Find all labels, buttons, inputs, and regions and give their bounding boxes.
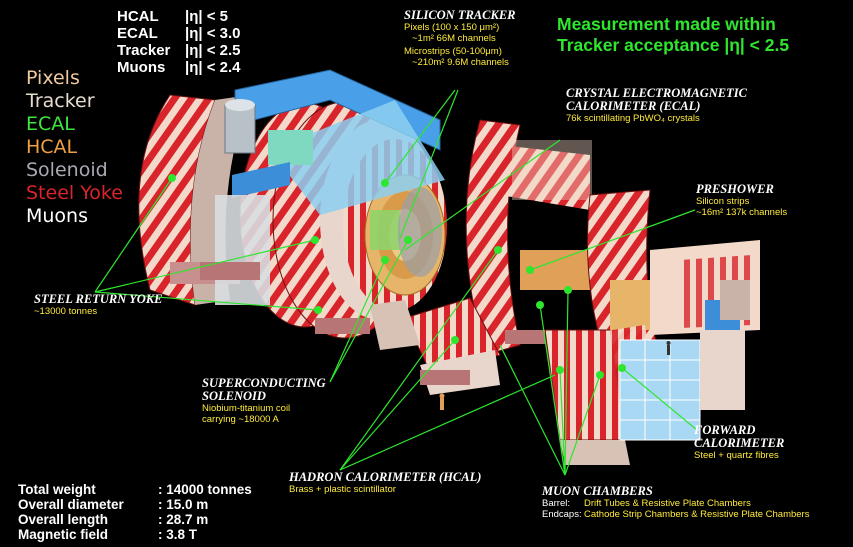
hcal-label: HADRON CALORIMETER (HCAL) Brass + plasti… xyxy=(289,470,482,496)
legend-item-tracker: Tracker xyxy=(26,90,95,112)
person-figures xyxy=(439,341,671,410)
muon-barrel-line: Barrel: Drift Tubes & Resistive Plate Cha… xyxy=(542,498,751,509)
steel-yoke-label: STEEL RETURN YOKE ~13000 tonnes xyxy=(34,292,163,318)
spec-row: Total weight: 14000 tonnes xyxy=(18,482,252,497)
acceptance-row: Tracker |η| < 2.5 xyxy=(117,42,241,59)
legend-item-pixels: Pixels xyxy=(26,67,80,89)
acceptance-table: HCAL |η| < 5 ECAL |η| < 3.0 Tracker |η| < 2… xyxy=(117,8,241,76)
legend-item-muons: Muons xyxy=(26,205,89,227)
muon-chambers-label: MUON CHAMBERS Barrel: Drift Tubes & Resis… xyxy=(542,484,810,521)
central-barrel xyxy=(364,174,446,296)
detector-specs: Total weight: 14000 tonnes Overall diame… xyxy=(18,482,252,542)
callout-lines xyxy=(94,89,698,476)
legend-item-steel-yoke: Steel Yoke xyxy=(26,182,123,204)
spec-row: Magnetic field: 3.8 T xyxy=(18,527,198,542)
legend-item-solenoid: Solenoid xyxy=(26,159,108,181)
acceptance-row: HCAL |η| < 5 xyxy=(117,8,228,25)
preshower-label: PRESHOWER Silicon strips ~16m² 137k chan… xyxy=(696,182,788,219)
color-legend: Pixels Tracker ECAL HCAL Solenoid Steel … xyxy=(26,67,123,228)
muon-endcap-line: Endcaps: Cathode Strip Chambers & Resisti… xyxy=(542,509,810,520)
legend-item-hcal: HCAL xyxy=(26,136,78,158)
ecal-label: CRYSTAL ELECTROMAGNETIC CALORIMETER (ECA… xyxy=(566,86,747,125)
forward-calorimeter-label: FORWARD CALORIMETER Steel + quartz fibre… xyxy=(694,423,785,462)
legend-item-ecal: ECAL xyxy=(26,113,75,135)
spec-row: Overall diameter: 15.0 m xyxy=(18,497,209,512)
acceptance-row: Muons |η| < 2.4 xyxy=(117,59,241,76)
solenoid-label: SUPERCONDUCTING SOLENOID Niobium-titaniu… xyxy=(202,376,326,426)
top-structures xyxy=(215,69,445,305)
silicon-tracker-label: SILICON TRACKER Pixels (100 x 150 μm²) ~… xyxy=(404,8,516,69)
callout-dots xyxy=(168,174,626,379)
base-supports xyxy=(200,262,545,385)
measurement-note: Measurement made within Tracker acceptan… xyxy=(557,14,790,55)
acceptance-row: ECAL |η| < 3.0 xyxy=(117,25,241,42)
spec-row: Overall length: 28.7 m xyxy=(18,512,209,527)
middle-endcap xyxy=(465,119,592,356)
forward-calorimeter-scaffold xyxy=(619,280,750,441)
